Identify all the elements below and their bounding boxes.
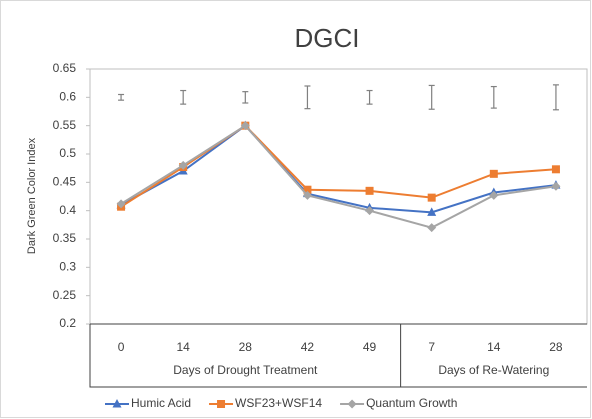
x-tick-label: 7 bbox=[428, 340, 435, 354]
x-tick-label: 42 bbox=[301, 340, 315, 354]
error-bar bbox=[242, 91, 249, 104]
y-tick-label: 0.3 bbox=[59, 260, 76, 274]
error-bar bbox=[428, 84, 435, 110]
marker bbox=[303, 185, 312, 194]
marker bbox=[551, 165, 560, 174]
marker bbox=[489, 169, 498, 178]
marker bbox=[347, 399, 357, 409]
marker bbox=[489, 190, 499, 200]
marker bbox=[365, 206, 375, 216]
series-line bbox=[120, 124, 557, 208]
legend-label: Humic Acid bbox=[131, 396, 191, 410]
legend-label: WSF23+WSF14 bbox=[235, 396, 322, 410]
marker bbox=[551, 181, 561, 191]
error-bar bbox=[118, 93, 125, 101]
error-bar bbox=[490, 85, 497, 109]
error-bar bbox=[304, 85, 311, 110]
x-tick-label: 14 bbox=[487, 340, 501, 354]
chart-title: DGCI bbox=[295, 23, 360, 53]
marker bbox=[112, 399, 122, 408]
y-tick-label: 0.45 bbox=[53, 175, 77, 189]
y-axis-label: Dark Green Color Index bbox=[26, 137, 38, 254]
marker bbox=[427, 193, 436, 202]
x-tick-label: 49 bbox=[363, 340, 377, 354]
marker bbox=[240, 121, 250, 131]
y-tick-label: 0.65 bbox=[53, 61, 77, 75]
y-tick-label: 0.4 bbox=[59, 203, 76, 217]
marker bbox=[116, 199, 126, 209]
marker bbox=[427, 207, 437, 216]
series-line bbox=[120, 124, 557, 214]
error-bar bbox=[180, 89, 187, 105]
x-tick-label: 14 bbox=[177, 340, 191, 354]
marker bbox=[302, 190, 312, 200]
x-tick-label: 0 bbox=[118, 340, 125, 354]
marker bbox=[427, 223, 437, 233]
series-line bbox=[120, 124, 557, 229]
x-tick-label: 28 bbox=[239, 340, 253, 354]
y-tick-label: 0.35 bbox=[53, 231, 77, 245]
legend-label: Quantum Growth bbox=[366, 396, 457, 410]
y-tick-label: 0.25 bbox=[53, 288, 77, 302]
y-tick-label: 0.6 bbox=[59, 90, 76, 104]
y-tick-label: 0.5 bbox=[59, 146, 76, 160]
group-label: Days of Re-Watering bbox=[438, 363, 549, 377]
x-tick-label: 28 bbox=[549, 340, 563, 354]
group-label: Days of Drought Treatment bbox=[173, 363, 318, 377]
y-tick-label: 0.55 bbox=[53, 118, 77, 132]
error-bar bbox=[552, 84, 559, 111]
marker bbox=[178, 160, 188, 170]
category-frame bbox=[89, 324, 587, 388]
y-tick-label: 0.2 bbox=[59, 316, 76, 330]
marker bbox=[365, 186, 374, 195]
marker bbox=[217, 400, 226, 408]
error-bar bbox=[366, 89, 373, 105]
